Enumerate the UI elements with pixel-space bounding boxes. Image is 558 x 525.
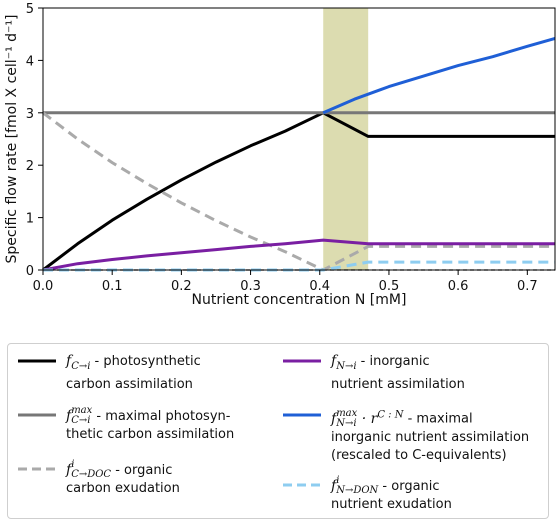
legend-swatch-nutrient-exudation <box>283 476 321 494</box>
legend-label-nutrient-assimilation-1: - inorganic <box>356 354 430 369</box>
x-tick-label: 0.5 <box>379 279 400 294</box>
legend-item-max-nutrient: f max N→i · rC : N - maximal inorganic nut… <box>283 406 529 465</box>
y-tick-label: 1 <box>26 212 34 227</box>
plot-area: 0.0 0.1 0.2 0.3 0.4 0.5 0.6 0.7 0 1 2 3 4 5 <box>26 2 556 294</box>
y-tick-label: 3 <box>26 107 34 122</box>
legend-swatch-photosynthesis <box>18 352 56 370</box>
y-tick-label: 5 <box>26 2 34 17</box>
legend-label-nutrient-assimilation-2: nutrient assimilation <box>331 376 465 392</box>
legend-label-max-nutrient-1: - maximal <box>403 411 473 427</box>
series-line-nutrient-exudation <box>43 260 555 272</box>
legend-label-nutrient-exudation-1: - organic <box>378 479 440 494</box>
legend-label-carbon-exudation-1: - organic <box>111 463 173 478</box>
legend-label-carbon-exudation-2: carbon exudation <box>66 481 180 496</box>
y-axis-label: Specific flow rate [fmol X cell⁻¹ d⁻¹] <box>4 15 20 264</box>
x-tick-label: 0.7 <box>517 279 538 294</box>
legend-item-nutrient-assimilation: fN→i - inorganic nutrient assimilation <box>283 352 465 394</box>
plot-frame <box>42 7 556 271</box>
legend-item-carbon-exudation: f i C→DOC - organic carbon exudation <box>18 460 180 498</box>
x-tick-label: 0.0 <box>33 279 54 294</box>
legend-label-max-nutrient-2: inorganic nutrient assimilation <box>331 429 530 445</box>
legend-label-max-photosynthesis-2: thetic carbon assimilation <box>66 427 235 442</box>
legend-label-nutrient-exudation-2: nutrient exudation <box>331 497 452 512</box>
legend-item-photosynthesis: fC→i - photosynthetic carbon assimilatio… <box>18 352 201 394</box>
series-line-carbon-exudation <box>42 111 555 272</box>
series-line-nutrient-assimilation <box>42 238 555 272</box>
x-tick-label: 0.1 <box>102 279 123 294</box>
legend-swatch-carbon-exudation <box>18 460 56 478</box>
legend: fC→i - photosynthetic carbon assimilatio… <box>7 343 549 519</box>
legend-item-max-photosynthesis: f max C→i - maximal photosyn- thetic carbo… <box>18 406 234 444</box>
legend-label-max-nutrient-3: (rescaled to C-equivalents) <box>331 447 507 463</box>
legend-swatch-max-nutrient <box>283 406 321 424</box>
legend-label-max-photosynthesis-1: - maximal photosyn- <box>92 409 231 424</box>
y-tick-label: 2 <box>26 159 34 174</box>
legend-label-photosynthesis-1: - photosynthetic <box>90 354 201 369</box>
series-line-photosynthesis <box>42 111 555 272</box>
legend-item-nutrient-exudation: f i N→DON - organic nutrient exudation <box>283 476 452 514</box>
x-tick-label: 0.4 <box>309 279 330 294</box>
series-line-max-nutrient <box>322 36 556 115</box>
chart: 0.0 0.1 0.2 0.3 0.4 0.5 0.6 0.7 0 1 2 3 4 5 Nutrient … <box>4 2 556 308</box>
legend-swatch-max-photosynthesis <box>18 406 56 424</box>
x-tick-label: 0.2 <box>171 279 192 294</box>
x-tick-label: 0.3 <box>240 279 261 294</box>
x-axis-label: Nutrient concentration N [mM] <box>192 292 407 308</box>
legend-swatch-nutrient-assimilation <box>283 352 321 370</box>
y-tick-label: 4 <box>26 54 34 69</box>
x-tick-label: 0.6 <box>448 279 469 294</box>
y-tick-label: 0 <box>26 264 34 279</box>
legend-label-photosynthesis-2: carbon assimilation <box>66 376 193 392</box>
shaded-region <box>323 8 369 270</box>
